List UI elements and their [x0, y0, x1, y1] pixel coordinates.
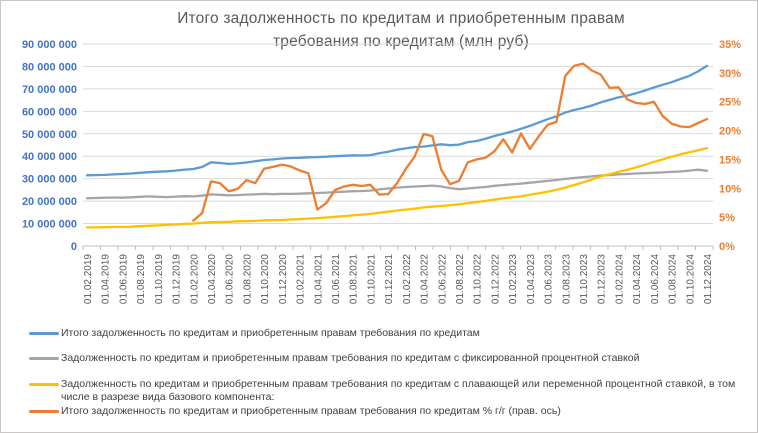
- x-axis-label: 01.12.2023: [597, 254, 608, 304]
- x-axis-label: 01.10.2019: [154, 254, 165, 304]
- x-axis-label: 01.04.2024: [632, 254, 643, 304]
- legend-label: Задолженность по кредитам и приобретенны…: [61, 378, 736, 403]
- x-axis-label: 01.10.2024: [685, 254, 696, 304]
- x-axis-label: 01.08.2020: [242, 254, 253, 304]
- y-axis-left-label: 70 000 000: [22, 84, 77, 96]
- y-axis-right-label: 35%: [719, 39, 741, 51]
- legend-item-fixed-rate: Задолженность по кредитам и приобретенны…: [29, 352, 639, 365]
- y-axis-left-label: 30 000 000: [22, 174, 77, 186]
- series-line-floating-rate: [85, 146, 709, 229]
- legend-item-floating-rate: Задолженность по кредитам и приобретенны…: [29, 378, 745, 404]
- x-axis-label: 01.06.2022: [437, 254, 448, 304]
- x-axis-label: 01.08.2019: [136, 254, 147, 304]
- y-axis-right-label: 25%: [719, 97, 741, 109]
- x-axis-label: 01.06.2019: [118, 254, 129, 304]
- legend-item-total: Итого задолженность по кредитам и приобр…: [29, 327, 480, 340]
- chart-title: Итого задолженность по кредитам и приобр…: [61, 7, 741, 53]
- x-axis-label: 01.08.2024: [668, 254, 679, 304]
- x-axis-label: 01.06.2021: [331, 254, 342, 304]
- x-axis-label: 01.10.2022: [473, 254, 484, 304]
- y-axis-right-label: 30%: [719, 68, 741, 80]
- x-axis-label: 01.04.2021: [313, 254, 324, 304]
- series-line-yoy-percent: [192, 62, 709, 222]
- y-axis-left-label: 0: [71, 241, 77, 253]
- chart-title-line1: Итого задолженность по кредитам и приобр…: [177, 10, 625, 27]
- y-axis-right-label: 10%: [719, 183, 741, 195]
- y-axis-left-label: 40 000 000: [22, 151, 77, 163]
- legend-label: Итого задолженность по кредитам и приобр…: [61, 327, 480, 339]
- y-axis-left-label: 90 000 000: [22, 39, 77, 51]
- x-axis-label: 01.12.2019: [172, 254, 183, 304]
- x-axis-label: 01.10.2021: [366, 254, 377, 304]
- x-axis-label: 01.02.2022: [402, 254, 413, 304]
- x-axis-label: 01.08.2023: [561, 254, 572, 304]
- y-axis-right-label: 20%: [719, 126, 741, 138]
- x-axis-label: 01.02.2019: [83, 254, 94, 304]
- x-axis-label: 01.12.2020: [278, 254, 289, 304]
- legend-swatch-total-line: [29, 332, 59, 335]
- x-axis-label: 01.02.2021: [296, 254, 307, 304]
- x-axis-label: 01.04.2023: [526, 254, 537, 304]
- legend-label: Итого задолженность по кредитам и приобр…: [61, 405, 561, 417]
- chart-title-line2: требования по кредитам (млн руб): [272, 33, 529, 50]
- y-axis-right-label: 5%: [719, 212, 735, 224]
- x-axis-label: 01.02.2023: [508, 254, 519, 304]
- x-axis-label: 01.10.2023: [579, 254, 590, 304]
- x-axis-label: 01.04.2019: [101, 254, 112, 304]
- x-axis-label: 01.12.2024: [703, 254, 714, 304]
- y-axis-left-label: 20 000 000: [22, 196, 77, 208]
- x-axis-label: 01.06.2023: [544, 254, 555, 304]
- legend-label: Задолженность по кредитам и приобретенны…: [61, 352, 640, 364]
- x-axis-label: 01.08.2021: [349, 254, 360, 304]
- x-axis-label: 01.12.2022: [490, 254, 501, 304]
- x-axis-label: 01.08.2022: [455, 254, 466, 304]
- y-axis-right-label: 0%: [719, 241, 735, 253]
- y-axis-left-label: 80 000 000: [22, 61, 77, 73]
- x-axis-label: 01.10.2020: [260, 254, 271, 304]
- x-axis-label: 01.04.2022: [420, 254, 431, 304]
- y-axis-left-label: 50 000 000: [22, 129, 77, 141]
- y-axis-left-label: 10 000 000: [22, 219, 77, 231]
- series-line-total: [85, 64, 709, 177]
- x-axis-label: 01.12.2021: [384, 254, 395, 304]
- legend-item-yoy-percent: Итого задолженность по кредитам и приобр…: [29, 405, 561, 418]
- x-axis-label: 01.06.2020: [225, 254, 236, 304]
- y-axis-right-label: 15%: [719, 154, 741, 166]
- x-axis-label: 01.04.2020: [207, 254, 218, 304]
- x-axis-label: 01.06.2024: [650, 254, 661, 304]
- legend-swatch-floating-rate-line: [29, 383, 59, 386]
- x-axis-label: 01.02.2024: [614, 254, 625, 304]
- legend-swatch-yoy-percent-line: [29, 410, 59, 413]
- y-axis-left-label: 60 000 000: [22, 106, 77, 118]
- legend-swatch-fixed-rate-line: [29, 357, 59, 360]
- x-axis-label: 01.02.2020: [189, 254, 200, 304]
